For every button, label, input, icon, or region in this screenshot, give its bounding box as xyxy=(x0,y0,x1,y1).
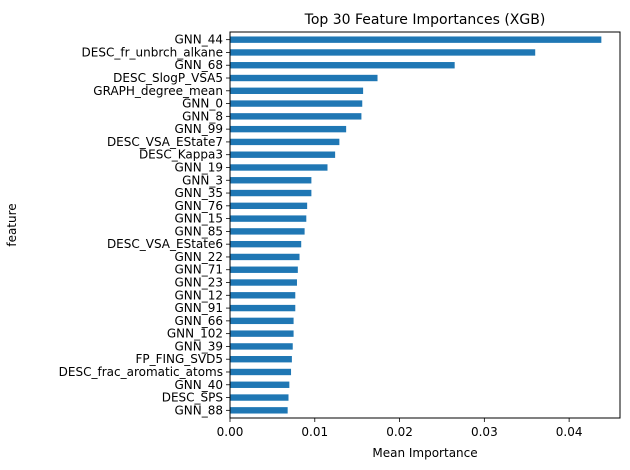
bar-6 xyxy=(230,113,362,120)
bars-group xyxy=(230,36,602,414)
bar-19 xyxy=(230,279,297,286)
y-tick-label: GNN_102 xyxy=(167,327,223,341)
bar-22 xyxy=(230,317,294,325)
plot-frame xyxy=(229,31,621,419)
bar-0 xyxy=(230,36,602,43)
y-tick-label: GNN_19 xyxy=(174,160,223,174)
y-tick-label: DESC_SlogP_VSA5 xyxy=(113,71,223,85)
x-tick-label: 0.02 xyxy=(386,425,413,439)
y-tick-label: GNN_71 xyxy=(174,263,223,277)
y-tick-label: GNN_68 xyxy=(174,58,223,72)
chart-title: Top 30 Feature Importances (XGB) xyxy=(304,12,546,28)
y-tick-label: DESC_VSA_EState7 xyxy=(107,135,223,149)
bar-25 xyxy=(230,356,292,363)
y-tick-label: DESC_fr_unbrch_alkane xyxy=(82,45,223,59)
bar-4 xyxy=(230,87,364,94)
bar-29 xyxy=(230,407,288,414)
x-tick-label: 0.01 xyxy=(301,425,328,439)
bar-26 xyxy=(230,368,292,376)
bar-10 xyxy=(230,164,328,171)
y-tick-label: GNN_88 xyxy=(174,403,223,417)
y-tick-label: GNN_76 xyxy=(174,199,223,213)
x-tick-label: 0.03 xyxy=(471,425,498,439)
bar-17 xyxy=(230,253,300,261)
y-tick-label: GNN_22 xyxy=(174,250,223,264)
bar-16 xyxy=(230,240,302,248)
y-axis-ticks: GNN_44DESC_fr_unbrch_alkaneGNN_68DESC_Sl… xyxy=(59,33,230,417)
bar-8 xyxy=(230,138,340,146)
y-tick-label: GNN_23 xyxy=(174,276,223,290)
y-tick-label: GRAPH_degree_mean xyxy=(93,84,223,98)
bar-11 xyxy=(230,177,312,184)
y-tick-label: GNN_85 xyxy=(174,224,223,238)
y-tick-label: GNN_12 xyxy=(174,288,223,302)
bar-1 xyxy=(230,49,536,56)
y-tick-label: GNN_66 xyxy=(174,314,223,328)
bar-24 xyxy=(230,343,293,350)
x-axis-ticks: 0.00 0.01 0.02 0.03 0.04 xyxy=(217,418,583,439)
y-tick-label: FP_FING_SVD5 xyxy=(135,352,223,366)
y-tick-label: GNN_39 xyxy=(174,339,223,353)
y-tick-label: GNN_40 xyxy=(174,378,223,392)
bar-9 xyxy=(230,151,336,158)
bar-3 xyxy=(230,74,378,82)
y-tick-label: DESC_frac_aromatic_atoms xyxy=(59,365,223,379)
y-tick-label: GNN_8 xyxy=(182,109,223,123)
bar-7 xyxy=(230,125,347,133)
y-tick-label: DESC_SPS xyxy=(162,391,223,405)
y-tick-label: GNN_91 xyxy=(174,301,223,315)
y-tick-label: GNN_44 xyxy=(174,33,223,47)
bar-14 xyxy=(230,215,307,222)
y-tick-label: DESC_VSA_EState6 xyxy=(107,237,223,251)
y-tick-label: GNN_15 xyxy=(174,212,223,226)
y-tick-label: GNN_35 xyxy=(174,186,223,200)
bar-12 xyxy=(230,189,312,197)
bar-27 xyxy=(230,381,290,388)
bar-23 xyxy=(230,330,294,337)
y-tick-label: GNN_3 xyxy=(182,173,223,187)
bar-20 xyxy=(230,292,296,299)
bar-5 xyxy=(230,100,363,107)
y-tick-label: GNN_99 xyxy=(174,122,223,136)
bar-28 xyxy=(230,394,289,401)
x-tick-label: 0.00 xyxy=(217,425,244,439)
bar-2 xyxy=(230,62,455,69)
bar-18 xyxy=(230,266,298,273)
bar-21 xyxy=(230,304,296,312)
y-axis-label: feature xyxy=(5,203,19,246)
x-tick-label: 0.04 xyxy=(556,425,583,439)
y-tick-label: GNN_0 xyxy=(182,97,223,111)
y-tick-label: DESC_Kappa3 xyxy=(139,148,223,162)
x-axis-label: Mean Importance xyxy=(372,446,477,460)
bar-13 xyxy=(230,202,308,210)
bar-15 xyxy=(230,228,305,235)
